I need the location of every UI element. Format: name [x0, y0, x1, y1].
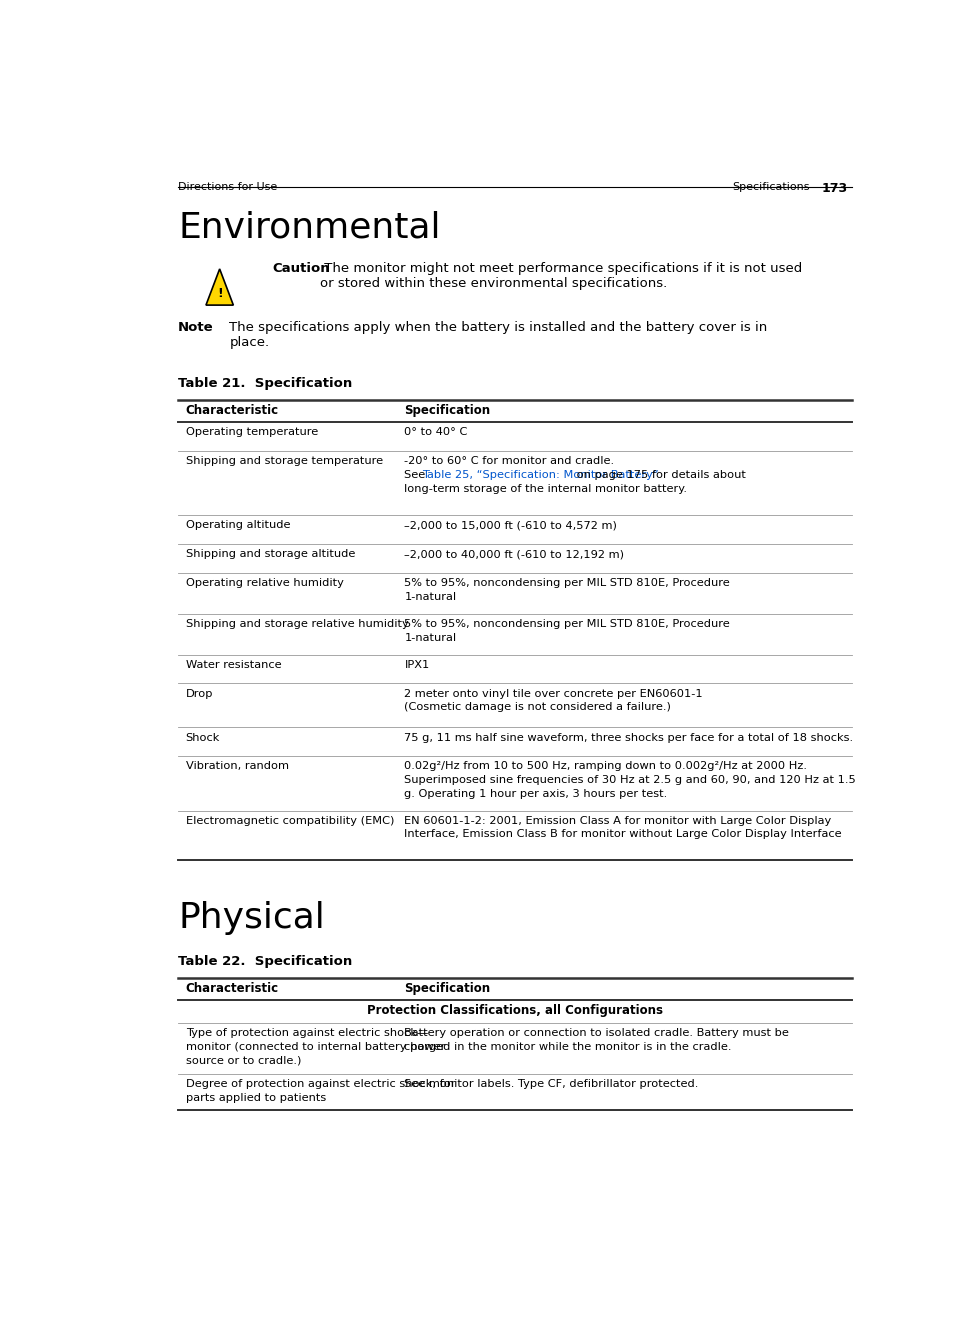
Text: Type of protection against electric shock—: Type of protection against electric shoc…: [186, 1028, 428, 1038]
Text: monitor (connected to internal battery power: monitor (connected to internal battery p…: [186, 1042, 445, 1051]
Text: charged in the monitor while the monitor is in the cradle.: charged in the monitor while the monitor…: [405, 1042, 732, 1051]
Text: Note: Note: [178, 321, 214, 334]
Text: long-term storage of the internal monitor battery.: long-term storage of the internal monito…: [405, 483, 687, 494]
Text: –2,000 to 15,000 ft (-610 to 4,572 m): –2,000 to 15,000 ft (-610 to 4,572 m): [405, 520, 617, 531]
Text: Shipping and storage altitude: Shipping and storage altitude: [186, 550, 355, 559]
Text: Table 25, “Specification: Monitor Battery”: Table 25, “Specification: Monitor Batter…: [422, 470, 659, 479]
Text: Shock: Shock: [186, 732, 220, 743]
Text: 0.02g²/Hz from 10 to 500 Hz, ramping down to 0.002g²/Hz at 2000 Hz.: 0.02g²/Hz from 10 to 500 Hz, ramping dow…: [405, 761, 808, 772]
Text: Drop: Drop: [186, 688, 213, 699]
Text: 1-natural: 1-natural: [405, 592, 456, 602]
Text: Battery operation or connection to isolated cradle. Battery must be: Battery operation or connection to isola…: [405, 1028, 789, 1038]
Text: Operating temperature: Operating temperature: [186, 427, 318, 437]
Text: See: See: [405, 470, 429, 479]
Text: Shipping and storage temperature: Shipping and storage temperature: [186, 457, 382, 466]
Text: Operating altitude: Operating altitude: [186, 520, 290, 531]
Text: Superimposed sine frequencies of 30 Hz at 2.5 g and 60, 90, and 120 Hz at 1.5: Superimposed sine frequencies of 30 Hz a…: [405, 775, 856, 785]
Text: 5% to 95%, noncondensing per MIL STD 810E, Procedure: 5% to 95%, noncondensing per MIL STD 810…: [405, 619, 730, 628]
Text: The monitor might not meet performance specifications if it is not used
or store: The monitor might not meet performance s…: [320, 262, 802, 290]
Text: Vibration, random: Vibration, random: [186, 761, 289, 772]
Text: –2,000 to 40,000 ft (-610 to 12,192 m): –2,000 to 40,000 ft (-610 to 12,192 m): [405, 550, 625, 559]
Text: on page 175 for details about: on page 175 for details about: [573, 470, 746, 479]
Text: (Cosmetic damage is not considered a failure.): (Cosmetic damage is not considered a fai…: [405, 703, 671, 712]
Text: Operating relative humidity: Operating relative humidity: [186, 578, 343, 588]
Text: EN 60601-1-2: 2001, Emission Class A for monitor with Large Color Display: EN 60601-1-2: 2001, Emission Class A for…: [405, 816, 832, 825]
Text: Table 21.  Specification: Table 21. Specification: [178, 377, 352, 390]
Text: See monitor labels. Type CF, defibrillator protected.: See monitor labels. Type CF, defibrillat…: [405, 1079, 699, 1089]
Text: source or to cradle.): source or to cradle.): [186, 1055, 301, 1065]
Text: 1-natural: 1-natural: [405, 632, 456, 643]
Text: Water resistance: Water resistance: [186, 660, 281, 669]
Text: Shipping and storage relative humidity: Shipping and storage relative humidity: [186, 619, 409, 628]
Text: Caution: Caution: [272, 262, 330, 276]
Text: IPX1: IPX1: [405, 660, 430, 669]
Text: 5% to 95%, noncondensing per MIL STD 810E, Procedure: 5% to 95%, noncondensing per MIL STD 810…: [405, 578, 730, 588]
Text: Table 22.  Specification: Table 22. Specification: [178, 956, 352, 968]
Text: Specification: Specification: [405, 403, 490, 417]
Text: g. Operating 1 hour per axis, 3 hours per test.: g. Operating 1 hour per axis, 3 hours pe…: [405, 789, 667, 799]
Text: -20° to 60° C for monitor and cradle.: -20° to 60° C for monitor and cradle.: [405, 457, 615, 466]
Text: !: !: [217, 287, 223, 301]
Polygon shape: [206, 269, 234, 305]
Text: 173: 173: [821, 182, 847, 196]
Text: 75 g, 11 ms half sine waveform, three shocks per face for a total of 18 shocks.: 75 g, 11 ms half sine waveform, three sh…: [405, 732, 853, 743]
Text: Environmental: Environmental: [178, 212, 441, 245]
Text: Interface, Emission Class B for monitor without Large Color Display Interface: Interface, Emission Class B for monitor …: [405, 829, 842, 840]
Text: parts applied to patients: parts applied to patients: [186, 1093, 326, 1103]
Text: Protection Classifications, all Configurations: Protection Classifications, all Configur…: [367, 1004, 663, 1017]
Text: 2 meter onto vinyl tile over concrete per EN60601-1: 2 meter onto vinyl tile over concrete pe…: [405, 688, 703, 699]
Text: Physical: Physical: [178, 901, 325, 934]
Text: Degree of protection against electric shock, for: Degree of protection against electric sh…: [186, 1079, 455, 1089]
Text: Specifications: Specifications: [733, 182, 811, 192]
Text: The specifications apply when the battery is installed and the battery cover is : The specifications apply when the batter…: [230, 321, 768, 349]
Text: Electromagnetic compatibility (EMC): Electromagnetic compatibility (EMC): [186, 816, 394, 825]
Text: Characteristic: Characteristic: [186, 403, 279, 417]
Text: Characteristic: Characteristic: [186, 982, 279, 994]
Text: 0° to 40° C: 0° to 40° C: [405, 427, 468, 437]
Text: Specification: Specification: [405, 982, 490, 994]
Text: Directions for Use: Directions for Use: [178, 182, 277, 192]
